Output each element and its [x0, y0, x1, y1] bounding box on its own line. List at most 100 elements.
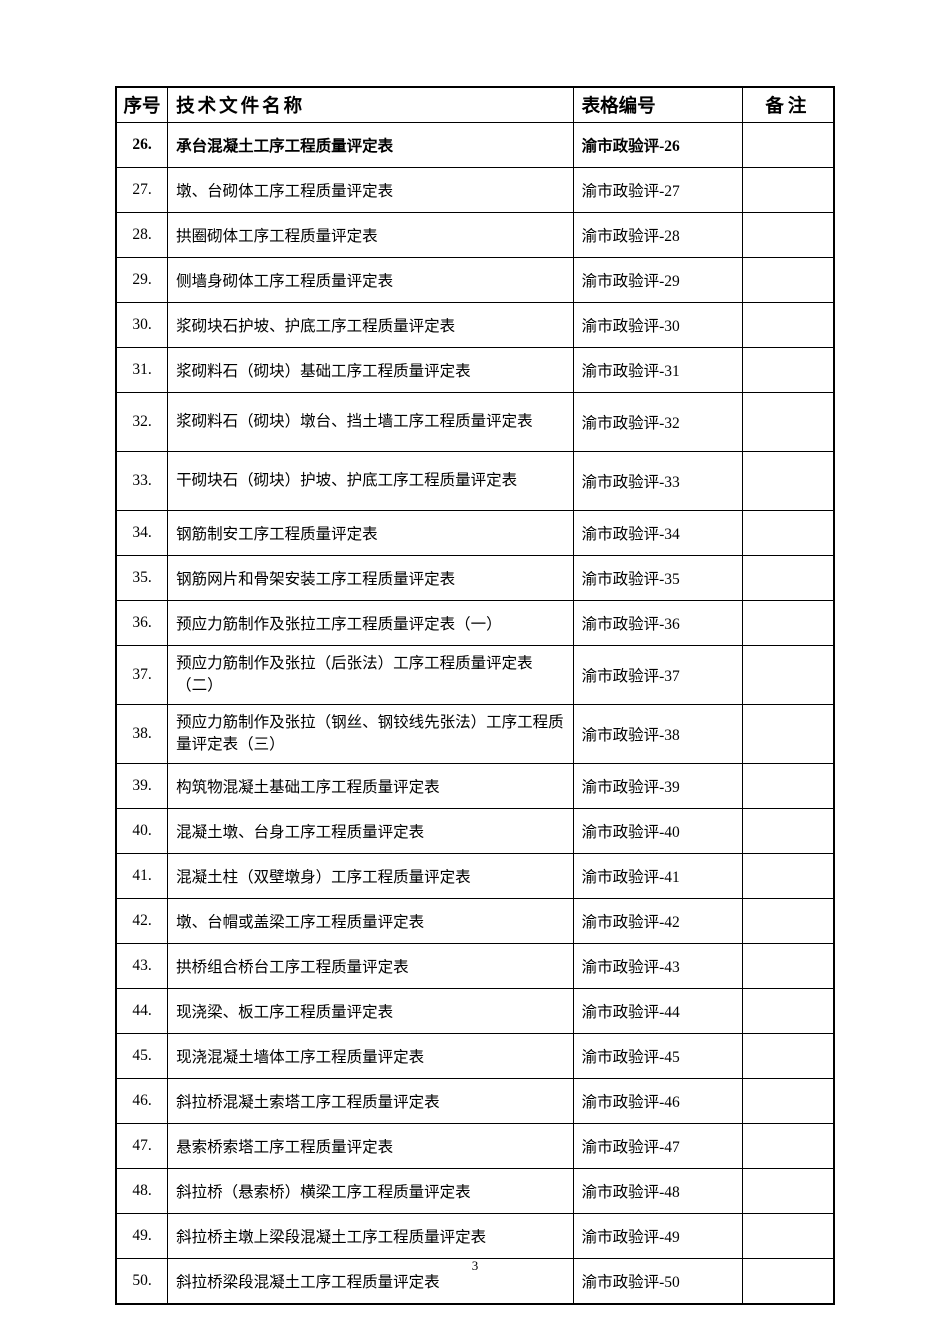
table-row: 34.钢筋制安工序工程质量评定表渝市政验评-34 — [116, 511, 834, 556]
table-row: 47.悬索桥索塔工序工程质量评定表渝市政验评-47 — [116, 1124, 834, 1169]
data-table: 序号 技术文件名称 表格编号 备注 26.承台混凝土工序工程质量评定表渝市政验评… — [115, 86, 835, 1305]
cell-title: 侧墙身砌体工序工程质量评定表 — [168, 258, 574, 303]
cell-seq: 35. — [116, 556, 168, 601]
cell-code: 渝市政验评-44 — [573, 989, 742, 1034]
cell-seq: 34. — [116, 511, 168, 556]
table-body: 26.承台混凝土工序工程质量评定表渝市政验评-2627.墩、台砌体工序工程质量评… — [116, 123, 834, 1305]
table-row: 28.拱圈砌体工序工程质量评定表渝市政验评-28 — [116, 213, 834, 258]
cell-code: 渝市政验评-39 — [573, 764, 742, 809]
cell-note — [742, 989, 834, 1034]
cell-seq: 36. — [116, 601, 168, 646]
cell-note — [742, 556, 834, 601]
table-row: 37.预应力筋制作及张拉（后张法）工序工程质量评定表（二）渝市政验评-37 — [116, 646, 834, 705]
cell-seq: 27. — [116, 168, 168, 213]
table-row: 39.构筑物混凝土基础工序工程质量评定表渝市政验评-39 — [116, 764, 834, 809]
cell-seq: 29. — [116, 258, 168, 303]
cell-note — [742, 168, 834, 213]
cell-note — [742, 123, 834, 168]
cell-title: 悬索桥索塔工序工程质量评定表 — [168, 1124, 574, 1169]
cell-code: 渝市政验评-31 — [573, 348, 742, 393]
cell-note — [742, 1079, 834, 1124]
cell-title: 浆砌块石护坡、护底工序工程质量评定表 — [168, 303, 574, 348]
cell-seq: 26. — [116, 123, 168, 168]
cell-seq: 42. — [116, 899, 168, 944]
cell-title: 斜拉桥（悬索桥）横梁工序工程质量评定表 — [168, 1169, 574, 1214]
cell-seq: 44. — [116, 989, 168, 1034]
cell-code: 渝市政验评-28 — [573, 213, 742, 258]
cell-code: 渝市政验评-47 — [573, 1124, 742, 1169]
cell-code: 渝市政验评-34 — [573, 511, 742, 556]
cell-code: 渝市政验评-32 — [573, 393, 742, 452]
cell-code: 渝市政验评-29 — [573, 258, 742, 303]
cell-note — [742, 348, 834, 393]
cell-code: 渝市政验评-40 — [573, 809, 742, 854]
cell-title: 浆砌料石（砌块）基础工序工程质量评定表 — [168, 348, 574, 393]
document-page: 序号 技术文件名称 表格编号 备注 26.承台混凝土工序工程质量评定表渝市政验评… — [0, 0, 950, 1305]
table-row: 36.预应力筋制作及张拉工序工程质量评定表（一）渝市政验评-36 — [116, 601, 834, 646]
cell-seq: 30. — [116, 303, 168, 348]
cell-seq: 48. — [116, 1169, 168, 1214]
table-row: 49.斜拉桥主墩上梁段混凝土工序工程质量评定表渝市政验评-49 — [116, 1214, 834, 1259]
cell-title: 混凝土墩、台身工序工程质量评定表 — [168, 809, 574, 854]
table-row: 31.浆砌料石（砌块）基础工序工程质量评定表渝市政验评-31 — [116, 348, 834, 393]
cell-note — [742, 601, 834, 646]
cell-code: 渝市政验评-37 — [573, 646, 742, 705]
cell-title: 干砌块石（砌块）护坡、护底工序工程质量评定表 — [168, 452, 574, 511]
cell-note — [742, 1034, 834, 1079]
cell-title: 构筑物混凝土基础工序工程质量评定表 — [168, 764, 574, 809]
cell-note — [742, 944, 834, 989]
cell-note — [742, 854, 834, 899]
cell-note — [742, 1214, 834, 1259]
table-row: 44.现浇梁、板工序工程质量评定表渝市政验评-44 — [116, 989, 834, 1034]
cell-title: 钢筋制安工序工程质量评定表 — [168, 511, 574, 556]
cell-title: 墩、台帽或盖梁工序工程质量评定表 — [168, 899, 574, 944]
cell-code: 渝市政验评-48 — [573, 1169, 742, 1214]
cell-seq: 47. — [116, 1124, 168, 1169]
cell-note — [742, 764, 834, 809]
cell-code: 渝市政验评-45 — [573, 1034, 742, 1079]
cell-title: 预应力筋制作及张拉（钢丝、钢铰线先张法）工序工程质量评定表（三） — [168, 705, 574, 764]
cell-note — [742, 213, 834, 258]
cell-seq: 39. — [116, 764, 168, 809]
table-row: 29.侧墙身砌体工序工程质量评定表渝市政验评-29 — [116, 258, 834, 303]
table-header: 序号 技术文件名称 表格编号 备注 — [116, 87, 834, 123]
table-row: 48.斜拉桥（悬索桥）横梁工序工程质量评定表渝市政验评-48 — [116, 1169, 834, 1214]
cell-title: 浆砌料石（砌块）墩台、挡土墙工序工程质量评定表 — [168, 393, 574, 452]
cell-seq: 40. — [116, 809, 168, 854]
cell-title: 拱圈砌体工序工程质量评定表 — [168, 213, 574, 258]
table-row: 43.拱桥组合桥台工序工程质量评定表渝市政验评-43 — [116, 944, 834, 989]
table-row: 32.浆砌料石（砌块）墩台、挡土墙工序工程质量评定表渝市政验评-32 — [116, 393, 834, 452]
cell-seq: 31. — [116, 348, 168, 393]
cell-note — [742, 705, 834, 764]
cell-title: 预应力筋制作及张拉（后张法）工序工程质量评定表（二） — [168, 646, 574, 705]
table-row: 27.墩、台砌体工序工程质量评定表渝市政验评-27 — [116, 168, 834, 213]
cell-title: 承台混凝土工序工程质量评定表 — [168, 123, 574, 168]
cell-note — [742, 511, 834, 556]
table-header-row: 序号 技术文件名称 表格编号 备注 — [116, 87, 834, 123]
table-row: 46.斜拉桥混凝土索塔工序工程质量评定表渝市政验评-46 — [116, 1079, 834, 1124]
cell-code: 渝市政验评-35 — [573, 556, 742, 601]
cell-code: 渝市政验评-49 — [573, 1214, 742, 1259]
cell-seq: 32. — [116, 393, 168, 452]
cell-code: 渝市政验评-36 — [573, 601, 742, 646]
cell-seq: 38. — [116, 705, 168, 764]
cell-seq: 37. — [116, 646, 168, 705]
cell-seq: 33. — [116, 452, 168, 511]
table-header-title: 技术文件名称 — [168, 87, 574, 123]
cell-seq: 43. — [116, 944, 168, 989]
cell-note — [742, 809, 834, 854]
table-row: 42.墩、台帽或盖梁工序工程质量评定表渝市政验评-42 — [116, 899, 834, 944]
table-row: 40.混凝土墩、台身工序工程质量评定表渝市政验评-40 — [116, 809, 834, 854]
cell-seq: 41. — [116, 854, 168, 899]
cell-note — [742, 393, 834, 452]
table-row: 41.混凝土柱（双壁墩身）工序工程质量评定表渝市政验评-41 — [116, 854, 834, 899]
table-header-seq: 序号 — [116, 87, 168, 123]
cell-title: 斜拉桥主墩上梁段混凝土工序工程质量评定表 — [168, 1214, 574, 1259]
page-number: 3 — [0, 1258, 950, 1274]
cell-title: 拱桥组合桥台工序工程质量评定表 — [168, 944, 574, 989]
cell-code: 渝市政验评-41 — [573, 854, 742, 899]
cell-seq: 46. — [116, 1079, 168, 1124]
table-row: 33.干砌块石（砌块）护坡、护底工序工程质量评定表渝市政验评-33 — [116, 452, 834, 511]
table-header-code: 表格编号 — [573, 87, 742, 123]
table-header-note: 备注 — [742, 87, 834, 123]
